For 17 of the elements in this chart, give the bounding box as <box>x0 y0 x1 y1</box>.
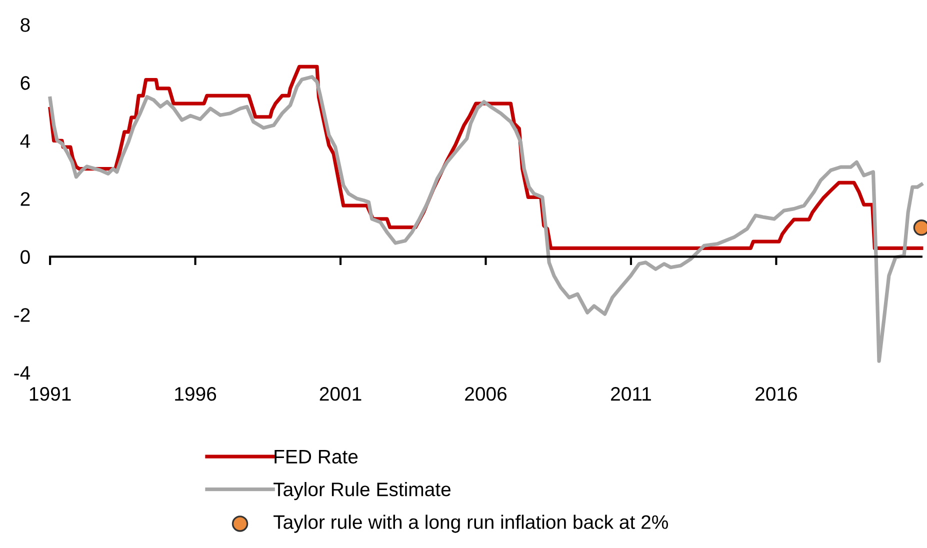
x-tick-label: 2006 <box>465 387 507 401</box>
y-tick-label: -2 <box>14 308 30 322</box>
legend-label: Taylor Rule Estimate <box>274 482 451 500</box>
y-tick-label: 8 <box>20 18 30 32</box>
y-tick-label: 0 <box>20 250 30 264</box>
y-tick-label: 6 <box>20 76 30 90</box>
x-tick-label: 2001 <box>320 387 362 401</box>
x-tick-label: 1991 <box>30 387 71 401</box>
x-tick-label: 2016 <box>756 387 797 401</box>
legend-label: Taylor rule with a long run inflation back at 2% <box>274 514 668 533</box>
x-tick-label: 1996 <box>175 387 216 401</box>
y-tick-label: 4 <box>20 134 30 148</box>
line-series <box>48 75 924 363</box>
x-tick-label: 2011 <box>611 387 651 401</box>
legend-label: FED Rate <box>274 450 358 464</box>
y-tick-label: -4 <box>14 366 30 380</box>
y-tick-label: 2 <box>20 192 30 206</box>
